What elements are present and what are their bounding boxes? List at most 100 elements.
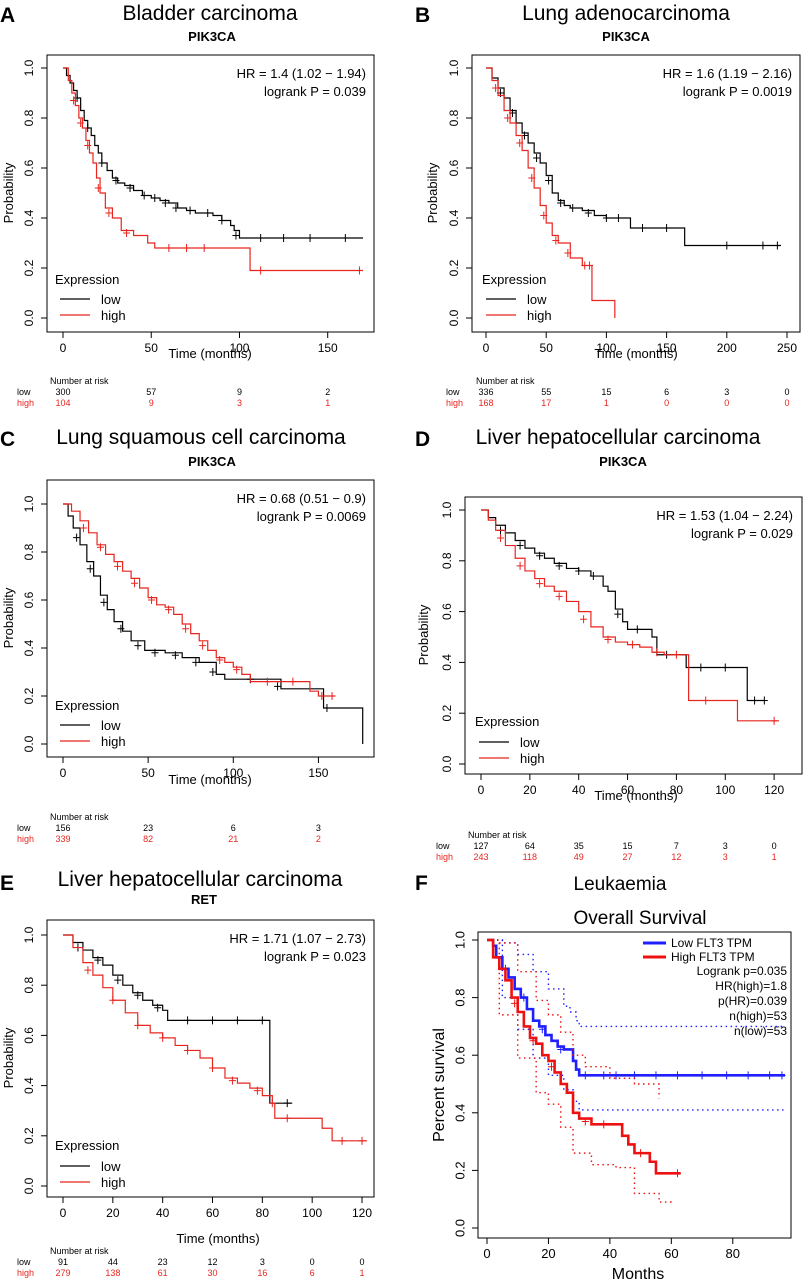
censor-mark — [581, 1117, 589, 1126]
risk-count-low: 23 — [143, 823, 153, 833]
risk-header: Number at risk — [476, 376, 535, 386]
censor-mark — [516, 139, 524, 147]
chart-subtitle: PIK3CA — [599, 454, 647, 469]
risk-count-high: 82 — [143, 834, 153, 844]
x-tick-label: 100 — [596, 341, 616, 355]
risk-row-label-low: low — [17, 823, 31, 833]
risk-count-high: 118 — [523, 852, 537, 862]
legend-label-low: low — [520, 735, 540, 750]
y-tick-label: 0.6 — [22, 591, 36, 608]
y-tick-label: 0.6 — [440, 603, 454, 620]
censor-mark — [73, 533, 81, 542]
x-axis-ticks: 0 50 100 150 — [60, 766, 329, 780]
x-axis-label: Time (months) — [176, 1231, 259, 1246]
censor-mark — [639, 224, 647, 232]
censor-mark — [306, 234, 314, 242]
y-tick-label: 0.4 — [22, 1077, 36, 1094]
censor-mark — [79, 524, 87, 532]
censor-mark — [84, 966, 92, 975]
y-tick-label: 0.8 — [452, 989, 467, 1007]
censor-mark — [112, 176, 120, 185]
legend-label-low: Low FLT3 TPM — [671, 936, 752, 950]
y-axis-ticks: 0.0 0.2 0.4 0.6 0.8 1.0 — [452, 931, 467, 1237]
censor-mark — [633, 625, 641, 634]
censor-mark — [109, 996, 117, 1005]
x-tick-label: 0 — [60, 766, 67, 780]
risk-count-high: 3 — [237, 398, 242, 408]
panel-letter: B — [415, 4, 430, 27]
risk-row-label-low: low — [17, 387, 31, 397]
panel-d: D Liver hepatocellular carcinoma PIK3CA … — [415, 426, 803, 862]
y-tick-label: 1.0 — [440, 501, 454, 518]
risk-count-low: 0 — [772, 841, 777, 851]
censor-mark — [268, 1099, 276, 1108]
survival-curves — [481, 509, 779, 725]
logrank-text: logrank P = 0.0019 — [683, 84, 792, 99]
censor-mark — [94, 956, 102, 965]
stat-line: p(HR)=0.039 — [718, 994, 787, 1008]
censor-mark — [637, 1149, 645, 1158]
censor-mark — [171, 651, 179, 660]
censor-mark — [338, 1136, 346, 1145]
censor-mark — [283, 1114, 291, 1123]
x-tick-label: 100 — [229, 341, 249, 355]
chart-title: Liver hepatocellular carcinoma — [58, 868, 343, 891]
censor-mark — [663, 224, 671, 232]
x-axis-ticks: 0 50 100 150 200 250 — [483, 341, 798, 355]
x-tick-label: 200 — [717, 341, 737, 355]
panel-letter: E — [0, 872, 14, 895]
hr-text: HR = 1.4 (1.02 − 1.94) — [237, 66, 366, 81]
risk-count-low: 300 — [55, 387, 70, 397]
censor-mark — [114, 976, 122, 985]
censor-mark — [257, 266, 265, 275]
censor-mark — [536, 551, 544, 560]
risk-row-label-low: low — [446, 387, 460, 397]
x-tick-label: 80 — [726, 1246, 740, 1261]
y-tick-label: 0.4 — [22, 209, 36, 226]
censor-mark — [529, 1036, 537, 1045]
risk-row-label-low: low — [436, 841, 450, 851]
censor-mark — [533, 154, 541, 162]
y-tick-label: 0.0 — [22, 735, 36, 752]
chart-subtitle: PIK3CA — [602, 29, 650, 44]
censor-mark — [94, 184, 102, 192]
survival-curves — [486, 67, 781, 318]
risk-count-low: 7 — [674, 841, 679, 851]
risk-count-low: 91 — [58, 1257, 68, 1267]
censor-mark — [760, 696, 768, 705]
stat-line: n(high)=53 — [729, 1009, 787, 1023]
y-tick-label: 0.8 — [22, 543, 36, 560]
censor-mark — [77, 119, 85, 127]
risk-table: Number at risk low high 156 23 6 3 339 8… — [17, 812, 321, 844]
hr-text: HR = 1.71 (1.07 − 2.73) — [229, 931, 366, 946]
risk-count-low: 6 — [664, 387, 669, 397]
censor-mark — [557, 1045, 565, 1054]
logrank-text: logrank P = 0.039 — [264, 84, 366, 99]
risk-header: Number at risk — [468, 830, 527, 840]
risk-count-high: 9 — [149, 398, 154, 408]
y-axis-ticks: 0.0 0.2 0.4 0.6 0.8 1.0 — [447, 59, 461, 326]
censor-mark — [204, 209, 212, 217]
y-tick-label: 0.2 — [447, 259, 461, 276]
x-axis-ticks: 0 20 40 60 80 — [483, 1246, 740, 1261]
censor-mark — [778, 1071, 786, 1080]
survival-curve-high — [63, 67, 363, 272]
chart-title: Leukaemia — [574, 874, 667, 895]
chart-title: Bladder carcinoma — [122, 2, 297, 25]
censor-mark — [614, 214, 622, 222]
plot-frame — [471, 54, 801, 333]
censor-mark — [766, 1071, 774, 1080]
risk-count-high: 61 — [158, 1268, 168, 1278]
chart-title: Lung adenocarcinoma — [522, 2, 730, 25]
y-axis-label: Probability — [416, 604, 431, 665]
risk-count-high: 339 — [55, 834, 70, 844]
chart-title: Liver hepatocellular carcinoma — [476, 426, 761, 449]
risk-count-low: 15 — [623, 841, 633, 851]
x-axis-label: Time (months) — [168, 346, 251, 361]
censor-mark — [140, 191, 148, 200]
y-axis-label: Percent survival — [431, 1028, 448, 1142]
censor-mark — [652, 1071, 660, 1080]
censor-mark — [134, 1021, 142, 1030]
survival-curve-high — [486, 67, 616, 318]
censor-mark — [318, 692, 326, 700]
